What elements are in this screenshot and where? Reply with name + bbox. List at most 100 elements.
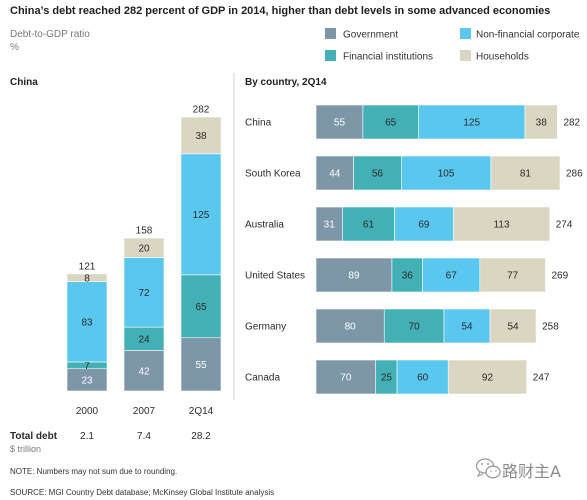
- bar-segment-china-financial-institutions: [362, 104, 419, 140]
- column-segment-label-2007-government: 42: [138, 366, 150, 377]
- bar-segment-australia-households: [453, 206, 551, 242]
- bar-segment-south-korea-non-financial-corporate: [401, 155, 492, 191]
- bar-category-label-china: China: [245, 118, 272, 129]
- column-total-2007: 158: [136, 226, 153, 237]
- watermark-text: 路财主A: [502, 462, 561, 481]
- legend-label-government: Government: [343, 30, 398, 41]
- column-segment-label-2q14-households: 38: [195, 131, 207, 142]
- bar-segment-label-germany-government: 80: [345, 322, 357, 333]
- bar-segment-label-south-korea-financial-institutions: 56: [372, 169, 384, 180]
- bar-total-canada: 247: [533, 373, 550, 384]
- column-segment-label-2000-households: 8: [84, 273, 90, 284]
- chart-title: China’s debt reached 282 percent of GDP …: [10, 5, 550, 17]
- bar-segment-label-china-government: 55: [334, 118, 346, 129]
- total-debt-label: Total debt: [10, 431, 58, 442]
- column-segment-2q14-financial-institutions: [180, 274, 222, 339]
- bar-segment-australia-government: [315, 206, 343, 242]
- bar-category-label-south-korea: South Korea: [245, 169, 301, 180]
- column-segment-label-2q14-non-financial-corporate: 125: [193, 210, 210, 221]
- bar-total-australia: 274: [556, 220, 573, 231]
- chart-unit: %: [10, 42, 19, 53]
- bar-segment-label-australia-households: 113: [494, 220, 510, 231]
- wechat-icon-eye: [490, 470, 492, 472]
- column-segment-2000-households: [66, 273, 108, 282]
- wechat-icon-eye: [481, 463, 483, 465]
- bar-segment-china-non-financial-corporate: [418, 104, 526, 140]
- wechat-icon-eye: [487, 463, 489, 465]
- bar-segment-canada-households: [447, 359, 528, 395]
- bar-segment-canada-government: [315, 359, 377, 395]
- watermark: 路财主A: [475, 458, 561, 481]
- bar-segment-label-australia-non-financial-corporate: 69: [418, 220, 430, 231]
- bar-segment-label-germany-non-financial-corporate: 54: [461, 322, 473, 333]
- column-category-label-2q14: 2Q14: [189, 406, 214, 417]
- bar-segment-label-south-korea-government: 44: [329, 169, 341, 180]
- panel-title-china: China: [10, 77, 38, 88]
- chart-subtitle: Debt-to-GDP ratio: [10, 29, 90, 40]
- bar-segment-label-china-financial-institutions: 65: [385, 118, 397, 129]
- column-segment-2007-households: [123, 237, 165, 258]
- bar-segment-united-states-financial-institutions: [391, 257, 423, 293]
- bar-total-china: 282: [563, 118, 580, 129]
- column-segment-label-2000-non-financial-corporate: 83: [81, 317, 93, 328]
- footnote: NOTE: Numbers may not sum due to roundin…: [10, 467, 177, 476]
- bar-segment-label-south-korea-households: 81: [520, 169, 532, 180]
- panel-title-by-country: By country, 2Q14: [245, 77, 327, 88]
- source-note: SOURCE: MGI Country Debt database; McKin…: [10, 488, 274, 497]
- column-segment-label-2007-financial-institutions: 24: [138, 334, 150, 345]
- bar-segment-united-states-government: [315, 257, 393, 293]
- wechat-icon-bubble-tail: [476, 471, 484, 478]
- total-debt-unit: $ trillion: [10, 444, 41, 454]
- legend-swatch-households: [460, 50, 471, 61]
- total-debt-value-2007: 7.4: [137, 431, 151, 442]
- bar-segment-china-government: [315, 104, 364, 140]
- bar-segment-label-germany-households: 54: [508, 322, 520, 333]
- wechat-icon-small-bubble: [485, 465, 501, 479]
- bar-segment-label-australia-financial-institutions: 61: [363, 220, 375, 231]
- bar-category-label-canada: Canada: [245, 373, 280, 384]
- bar-total-south-korea: 286: [566, 169, 583, 180]
- legend-swatch-non-financial-corporate: [460, 28, 471, 39]
- bar-segment-south-korea-households: [490, 155, 561, 191]
- bar-segment-south-korea-government: [315, 155, 354, 191]
- legend-swatch-government: [325, 28, 336, 39]
- bar-category-label-germany: Germany: [245, 322, 286, 333]
- bar-segment-label-canada-non-financial-corporate: 60: [417, 373, 429, 384]
- total-debt-value-2000: 2.1: [80, 431, 94, 442]
- column-segment-2q14-government: [180, 337, 222, 392]
- bar-segment-canada-non-financial-corporate: [396, 359, 449, 395]
- bar-total-united-states: 269: [551, 271, 568, 282]
- bar-segment-australia-non-financial-corporate: [394, 206, 454, 242]
- column-segment-label-2007-non-financial-corporate: 72: [138, 288, 150, 299]
- bar-segment-label-china-households: 38: [536, 118, 548, 129]
- wechat-icon-eye: [495, 470, 497, 472]
- bar-segment-label-united-states-households: 77: [507, 271, 519, 282]
- bar-category-label-united-states: United States: [245, 271, 305, 282]
- legend-swatch-financial-institutions: [325, 50, 336, 61]
- bar-segment-china-households: [524, 104, 558, 140]
- legend-item-financial-institutions: Financial institutions: [325, 50, 433, 63]
- column-segment-2000-non-financial-corporate: [66, 281, 108, 363]
- bar-segment-label-canada-households: 92: [482, 373, 494, 384]
- wechat-icon: [475, 458, 501, 479]
- legend-label-non-financial-corporate: Non-financial corporate: [476, 30, 580, 41]
- legend-item-government: Government: [325, 28, 398, 41]
- bar-segment-label-germany-financial-institutions: 70: [409, 322, 421, 333]
- bar-segment-united-states-non-financial-corporate: [422, 257, 481, 293]
- bar-segment-germany-financial-institutions: [383, 308, 445, 344]
- bar-segment-label-united-states-government: 89: [348, 271, 360, 282]
- bar-segment-label-south-korea-non-financial-corporate: 105: [438, 169, 455, 180]
- bar-segment-south-korea-financial-institutions: [353, 155, 402, 191]
- column-total-2000: 121: [79, 261, 96, 272]
- column-category-label-2000: 2000: [76, 406, 99, 417]
- bar-segment-label-united-states-financial-institutions: 36: [402, 271, 414, 282]
- bar-segment-label-canada-financial-institutions: 25: [381, 373, 393, 384]
- country-stacked-bars: China 55 65 125 38 282 South Korea 44 56 105 81 286…: [245, 104, 583, 395]
- bar-segment-germany-government: [315, 308, 385, 344]
- column-total-2q14: 282: [193, 105, 210, 116]
- column-segment-label-2000-government: 23: [81, 375, 93, 386]
- legend: Government Non-financial corporate Finan…: [325, 28, 580, 63]
- legend-item-non-financial-corporate: Non-financial corporate: [460, 28, 580, 41]
- legend-label-households: Households: [476, 52, 529, 63]
